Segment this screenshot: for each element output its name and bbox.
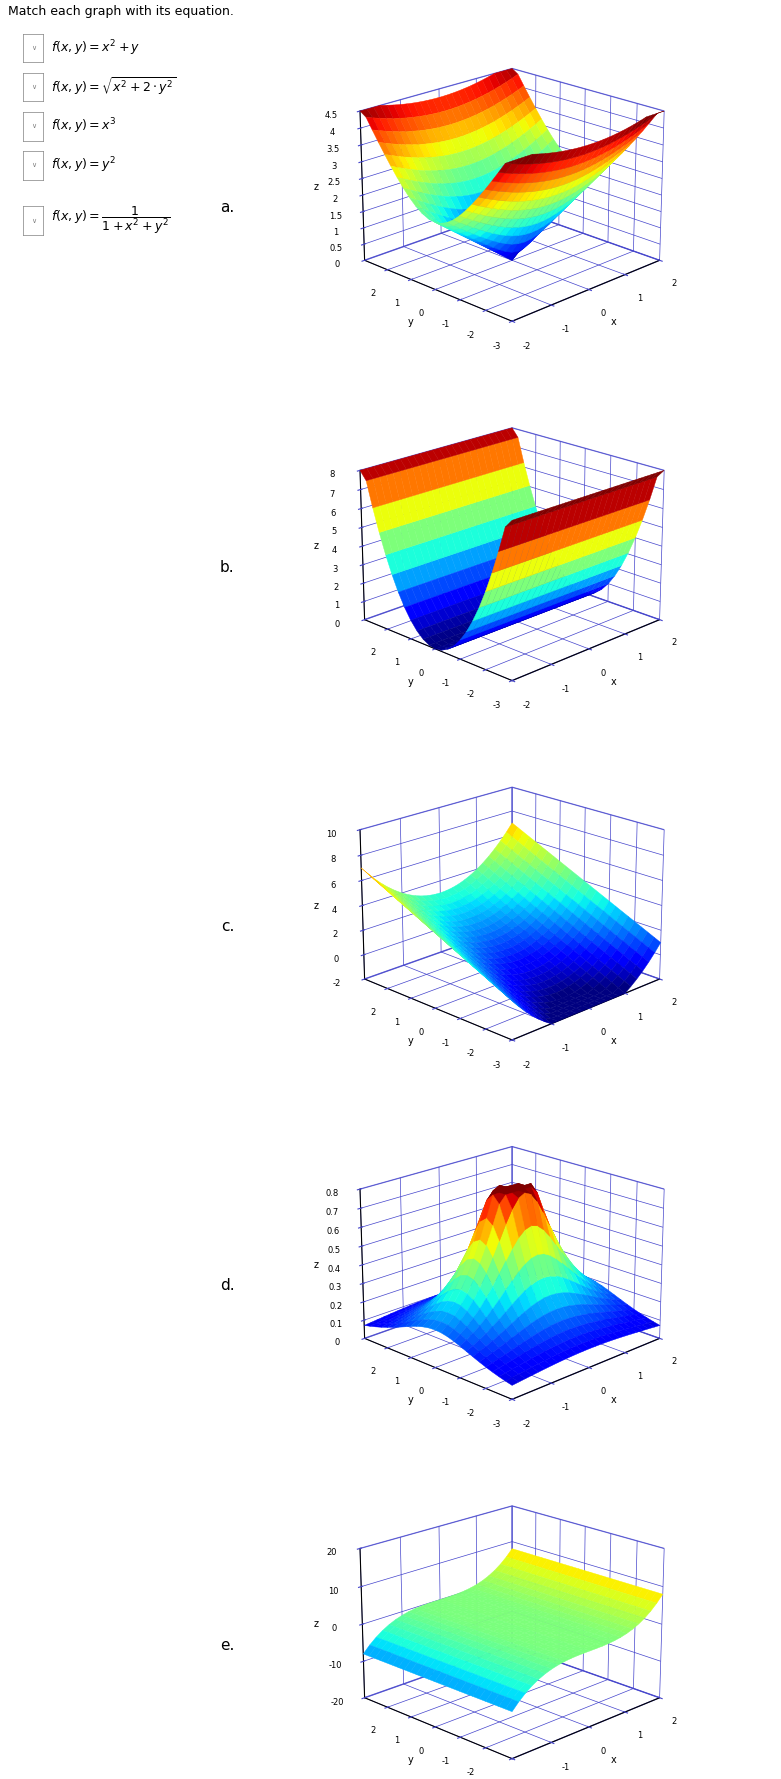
- Y-axis label: y: y: [408, 1395, 414, 1405]
- Text: ∨: ∨: [30, 123, 36, 130]
- Text: ∨: ∨: [30, 217, 36, 224]
- X-axis label: x: x: [611, 1395, 616, 1405]
- Y-axis label: y: y: [408, 317, 414, 327]
- Text: ∨: ∨: [30, 84, 36, 91]
- X-axis label: x: x: [611, 1754, 616, 1765]
- Text: e.: e.: [220, 1638, 234, 1653]
- Y-axis label: y: y: [408, 676, 414, 687]
- X-axis label: x: x: [611, 317, 616, 327]
- Text: a.: a.: [220, 201, 234, 215]
- X-axis label: x: x: [611, 676, 616, 687]
- X-axis label: x: x: [611, 1035, 616, 1046]
- Text: b.: b.: [219, 560, 234, 575]
- Text: $f(x, y) = \dfrac{1}{1 + x^2 + y^2}$: $f(x, y) = \dfrac{1}{1 + x^2 + y^2}$: [51, 205, 170, 237]
- Text: ∨: ∨: [30, 162, 36, 169]
- Text: d.: d.: [219, 1279, 234, 1293]
- Text: $f(x, y) = \sqrt{x^2 + 2 \cdot y^2}$: $f(x, y) = \sqrt{x^2 + 2 \cdot y^2}$: [51, 76, 176, 98]
- Text: Match each graph with its equation.: Match each graph with its equation.: [8, 5, 234, 18]
- Text: c.: c.: [221, 920, 234, 934]
- Y-axis label: y: y: [408, 1035, 414, 1046]
- Text: ∨: ∨: [30, 44, 36, 52]
- Y-axis label: y: y: [408, 1754, 414, 1765]
- Text: $f(x, y) = x^3$: $f(x, y) = x^3$: [51, 116, 116, 137]
- Text: $f(x, y) = y^2$: $f(x, y) = y^2$: [51, 155, 116, 176]
- Text: $f(x, y) = x^2 + y$: $f(x, y) = x^2 + y$: [51, 37, 141, 59]
